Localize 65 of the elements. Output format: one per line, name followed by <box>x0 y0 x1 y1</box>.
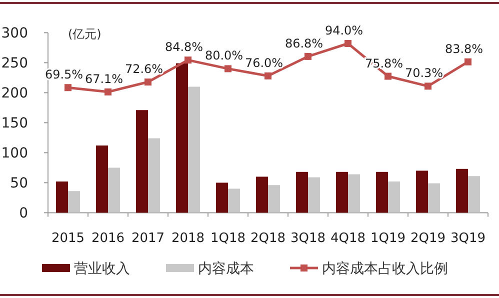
y-tick-label: 250 <box>1 56 28 72</box>
data-label: 83.8% <box>444 42 484 56</box>
x-tick-label: 2017 <box>131 231 165 246</box>
point <box>464 58 472 66</box>
legend-label: 内容成本 <box>198 261 254 277</box>
bar <box>148 138 160 213</box>
bar <box>296 172 308 213</box>
bar <box>68 191 80 213</box>
x-tick-label: 2016 <box>91 231 125 246</box>
bar <box>188 86 200 213</box>
x-tick-label: 3Q19 <box>450 231 486 246</box>
bar <box>228 188 240 213</box>
bar <box>456 168 468 213</box>
point <box>224 65 232 72</box>
legend-label: 内容成本占收入比例 <box>322 261 448 277</box>
data-label: 86.8% <box>284 36 324 50</box>
data-label: 80.0% <box>204 48 244 63</box>
point <box>104 88 112 96</box>
x-tick-label: 2Q19 <box>410 231 446 246</box>
legend-label: 营业收入 <box>74 261 130 277</box>
bar <box>348 174 360 213</box>
bar <box>308 177 320 213</box>
y-axis-title: (亿元) <box>68 27 102 41</box>
data-label: 94.0% <box>324 24 364 38</box>
bar <box>108 168 120 213</box>
bar <box>416 170 428 213</box>
y-tick-label: 0 <box>19 206 28 222</box>
x-tick-label: 1Q19 <box>370 231 406 246</box>
bar <box>376 172 388 213</box>
x-tick-label: 2018 <box>171 231 205 246</box>
bar <box>468 176 480 213</box>
x-tick-label: 1Q18 <box>210 231 246 246</box>
point <box>184 56 192 64</box>
bar <box>56 182 68 213</box>
point <box>144 78 152 86</box>
x-tick-label: 2Q18 <box>250 231 286 246</box>
data-label: 70.3% <box>404 66 444 80</box>
y-tick-label: 100 <box>1 146 28 162</box>
data-label: 72.6% <box>124 62 164 76</box>
bar <box>428 183 440 213</box>
bar <box>136 110 148 213</box>
bar <box>256 176 268 213</box>
y-tick-label: 200 <box>1 86 28 102</box>
y-tick-label: 300 <box>1 26 28 42</box>
bar <box>388 182 400 213</box>
bar <box>268 185 280 213</box>
y-tick-label: 150 <box>1 116 28 132</box>
x-tick-label: 2015 <box>51 231 85 246</box>
point <box>344 40 352 47</box>
x-tick-label: 4Q18 <box>330 231 366 246</box>
point <box>424 82 432 90</box>
point <box>384 72 392 80</box>
bar <box>176 63 188 213</box>
bar <box>96 146 108 213</box>
data-label: 84.8% <box>164 40 204 54</box>
point <box>304 52 312 60</box>
data-label: 76.0% <box>244 56 284 70</box>
bar <box>216 182 228 213</box>
point <box>264 72 272 80</box>
data-label: 67.1% <box>84 72 124 86</box>
x-tick-label: 3Q18 <box>290 231 326 246</box>
y-tick-label: 50 <box>10 176 28 192</box>
point <box>64 84 72 92</box>
bar <box>336 172 348 213</box>
data-label: 69.5% <box>44 68 84 82</box>
